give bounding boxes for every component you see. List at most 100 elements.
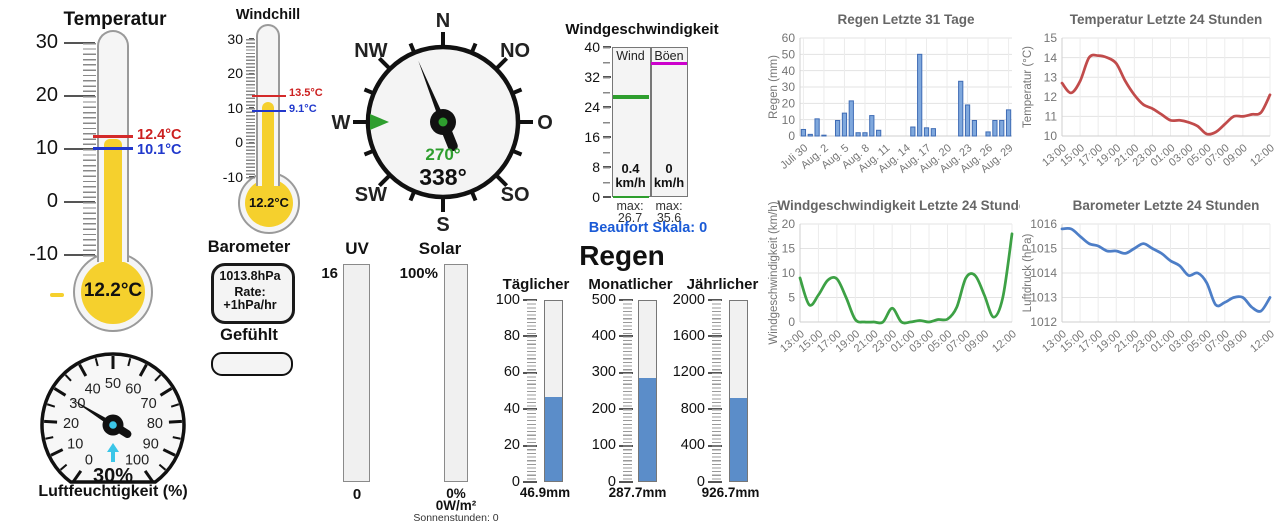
compass-tick [377,173,392,188]
chart-bar [807,133,813,137]
uv-title: UV [345,239,369,258]
thermometer-scale-label: 20 [227,65,243,82]
humidity-title: Luftfeuchtigkeit (%) [38,483,188,500]
chart-bar [917,53,923,137]
rain-daily-title: Täglicher [502,276,570,293]
compass-current-direction: 338° [419,164,467,190]
chart-bar [1005,109,1012,137]
thermometer-fluid [104,139,122,262]
thermometer-major-tick [64,254,95,256]
barometer-title: Barometer [207,238,291,256]
compass-cardinal-label: NW [354,40,387,62]
humidity-tick [78,363,88,377]
humidity-trend-up-arrow-icon [107,443,119,462]
rain-scale-label: 2000 [672,291,705,308]
solar-percent-value: 0% [446,486,466,501]
humidity-tick [64,374,72,382]
humidity-tick [168,419,182,424]
humidity-tick-label: 30 [69,396,85,412]
chart-y-tick-label: 5 [788,291,795,305]
humidity-tick-label: 60 [125,381,141,397]
chart-y-tick-label: 1013 [1030,291,1057,305]
humidity-tick-label: 0 [85,452,93,468]
rain-monthly-title: Monatlicher [588,276,673,293]
chart-bar [834,119,841,137]
humidity-tick [94,357,99,367]
compass-cardinal-label: N [436,10,450,32]
thermometer-minor-ticks [246,39,255,179]
humidity-tick-label: 90 [143,436,159,452]
rain-scale-label: 80 [503,327,520,344]
wind-scale-label: 40 [584,39,600,55]
thermometer-scale-label: 0 [235,134,243,151]
temperature-title: Temperatur [63,9,167,30]
chart-y-tick-label: 30 [782,80,796,94]
thermometer-scale-label: 30 [227,30,243,47]
chart-bar [930,128,936,137]
wind-scale-label: 0 [592,189,600,205]
chart-y-tick-label: 13 [1044,70,1058,84]
chart-x-tick-label: 12:00 [1248,328,1277,355]
chart-y-axis-label: Luftdruck (hPa) [1022,234,1034,313]
humidity-tick-label: 10 [67,436,83,452]
wind-current-bar [613,195,649,198]
temperature-legend-dash-icon [50,293,64,297]
wind-compass: N NO O SO S SW W NW [332,10,553,236]
thermometer-bulb-fill [245,179,293,227]
solar-title: Solar [418,239,462,258]
chart-y-tick-label: 11 [1045,110,1058,124]
rain-gauge-bar [638,300,657,482]
wind-scale-label: 24 [584,99,600,115]
chart-y-tick-label: 14 [1044,51,1058,65]
rain-major-tick [619,481,633,483]
thermometer-high-marker [93,135,133,138]
chart-y-tick-label: 20 [782,217,796,231]
chart-y-tick-label: 10 [1044,129,1058,143]
chart-title: Temperatur Letzte 24 Stunden [1070,12,1263,27]
thermometer-bulb-fill [81,260,145,324]
rain-gauge-fill [730,398,747,481]
humidity-tick-label: 100 [125,452,149,468]
barometer-rate-label: Rate: [234,285,266,299]
chart-y-axis-label: Regen (mm) [768,55,780,119]
compass-tick [469,190,478,202]
rain-monthly-value: 287.7mm [608,485,667,500]
humidity-tick [170,403,180,408]
chart-y-tick-label: 1012 [1030,315,1057,329]
chart-bar [992,119,998,137]
compass-average-direction: 270° [425,145,461,164]
chart-y-tick-label: 10 [782,266,796,280]
compass-cardinal-label: SW [355,184,387,206]
rain-title: Regen [579,240,665,271]
rain-major-tick [523,481,537,483]
chart-y-axis-label: Temperatur (°C) [1022,46,1034,128]
wind-history-chart: 0510152013:0015:0017:0019:0021:0023:0001… [768,198,1020,355]
barometer-box [211,263,295,324]
wind-column-header: Wind [616,49,645,63]
thermometer-scale-label: 30 [35,31,58,54]
chart-y-tick-label: 50 [782,48,796,62]
humidity-tick [44,419,58,424]
compass-tick [363,87,375,96]
compass-tick [377,56,392,71]
rain-scale-label: 40 [503,400,520,417]
chart-bar [958,80,964,137]
wind-scale-label: 16 [584,129,600,145]
humidity-tick-label: 50 [105,376,121,392]
chart-y-tick-label: 10 [782,113,796,127]
compass-hub-dot [438,117,448,127]
chart-y-tick-label: 12 [1044,90,1058,104]
rain-scale-label: 400 [591,327,616,344]
chart-title: Windgeschwindigkeit Letzte 24 Stunden [777,198,1020,213]
gust-current-unit: km/h [653,175,685,190]
windchill-high-label: 13.5°C [289,87,323,99]
chart-x-tick-label: 12:00 [1248,142,1277,169]
thermometer-major-tick [64,148,95,150]
chart-bar [876,129,882,137]
humidity-tick [127,357,132,367]
gust-max-value: 35.6 [656,211,682,225]
compass-cardinal-label: NO [500,40,530,62]
chart-y-tick-label: 1016 [1030,217,1057,231]
